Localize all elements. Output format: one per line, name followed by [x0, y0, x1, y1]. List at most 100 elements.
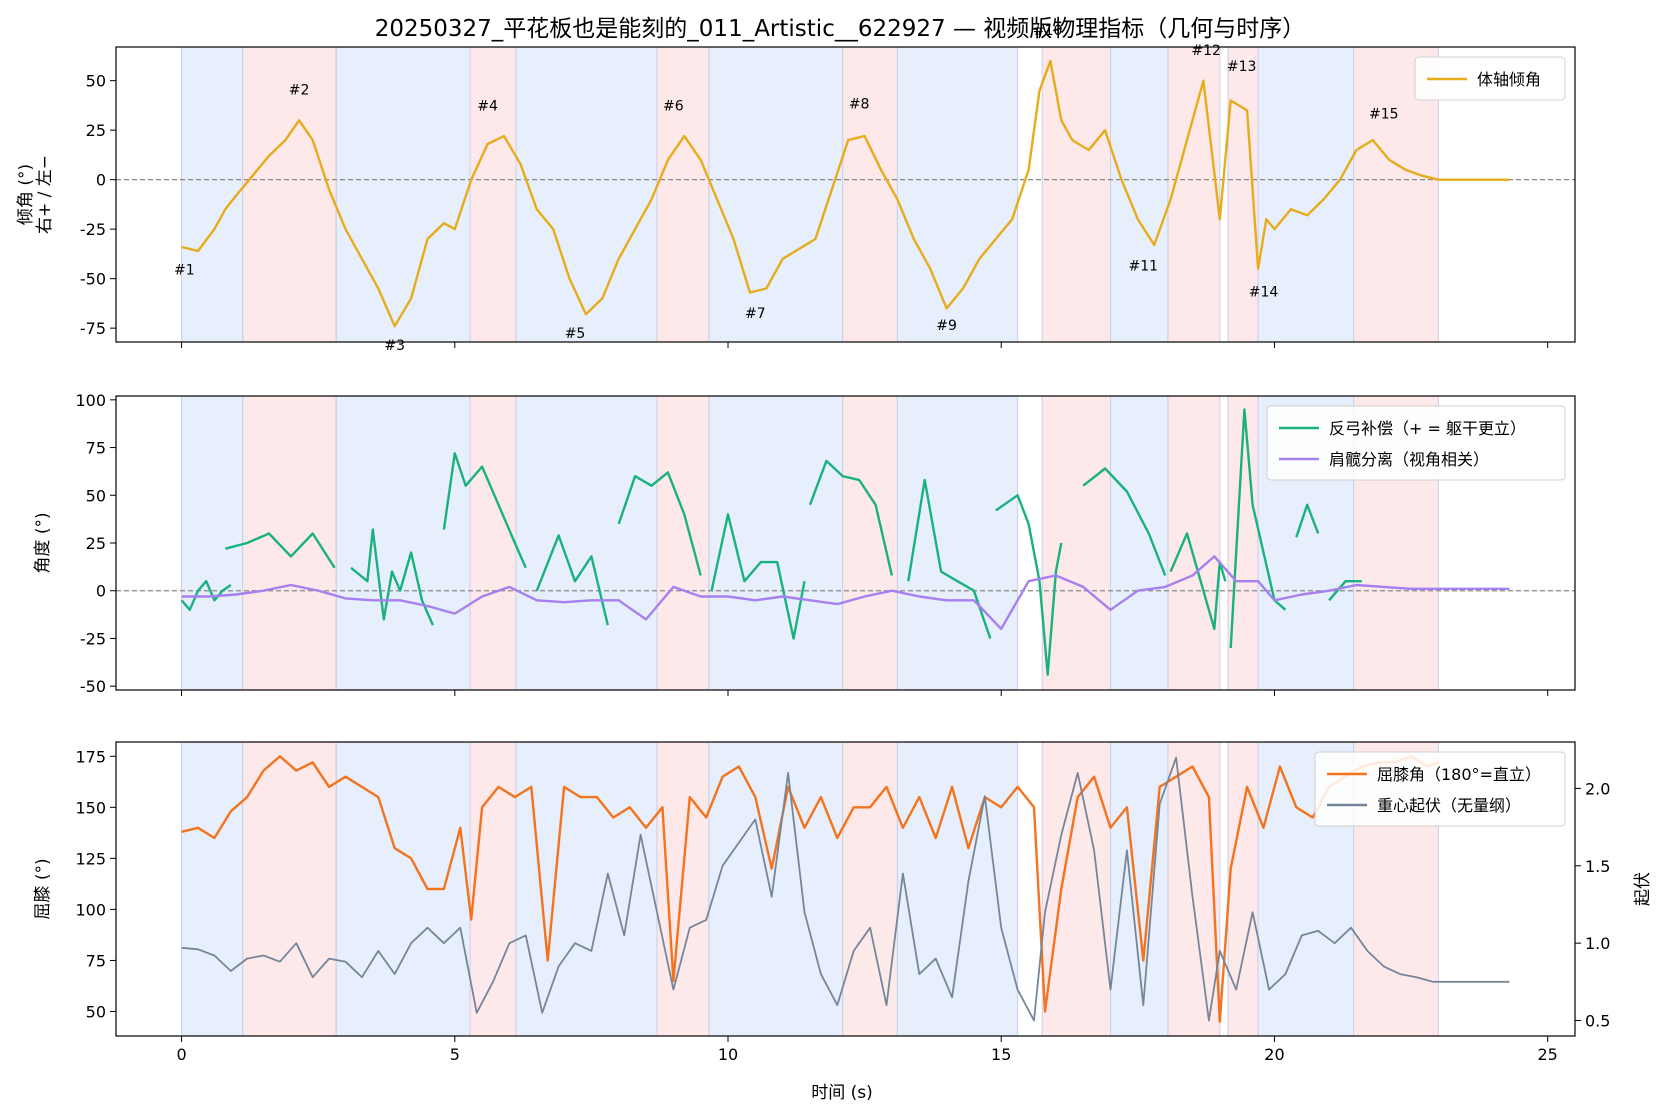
phase-band: [1228, 742, 1259, 1036]
peak-label: #9: [936, 318, 957, 334]
y-right-tick-label: 0.5: [1585, 1012, 1610, 1031]
peak-label: #12: [1191, 43, 1221, 59]
phase-band: [515, 396, 657, 690]
phase-band: [1167, 47, 1220, 342]
series-line: [1229, 408, 1287, 649]
x-axis-label: 时间 (s): [811, 1083, 873, 1103]
legend-entry: 反弓补偿（+ = 躯干更立）: [1329, 419, 1526, 438]
legend-entry: 重心起伏（无量纲）: [1377, 796, 1521, 815]
legend-box: [1414, 56, 1566, 101]
peak-label: #2: [289, 83, 310, 99]
legend-entry: 屈膝角（180°=直立）: [1377, 765, 1541, 784]
peak-label: #5: [565, 326, 586, 342]
phase-band: [1167, 742, 1220, 1036]
y-tick-label: 50: [86, 1003, 106, 1022]
x-tick-label: 20: [1264, 1045, 1284, 1064]
x-tick-label: 15: [991, 1045, 1011, 1064]
series-line: [1082, 467, 1167, 576]
y-axis-label: 倾角 (°): [16, 164, 36, 225]
peak-label: #13: [1227, 59, 1257, 75]
peak-label: #1: [174, 263, 195, 279]
legend: 屈膝角（180°=直立） 重心起伏（无量纲）: [1314, 751, 1566, 827]
phase-band: [515, 742, 657, 1036]
peak-label: #15: [1369, 106, 1399, 122]
peak-label: #10: [1033, 23, 1063, 39]
x-tick-label: 10: [718, 1045, 738, 1064]
y-tick-label: 50: [86, 72, 106, 91]
x-tick-label: 25: [1537, 1045, 1557, 1064]
y-tick-label: 150: [75, 798, 106, 817]
y-tick-label: 0: [96, 582, 106, 601]
legend-entry: 体轴倾角: [1477, 70, 1541, 89]
series-line: [808, 459, 894, 576]
phase-band: [842, 47, 898, 342]
peak-label: #8: [849, 96, 870, 112]
legend: 反弓补偿（+ = 躯干更立） 肩髋分离（视角相关）: [1266, 405, 1566, 481]
legend: 体轴倾角: [1414, 56, 1566, 101]
panel-knee: 0 5 10 15 20 25 50 75 100 125 150 175 0.5 1.0 1.5 2.0 起伏…: [33, 741, 1653, 1064]
phase-band: [842, 742, 898, 1036]
y-axis-label: 右+ / 左−: [35, 155, 55, 234]
peak-label: #7: [745, 306, 766, 322]
legend-box: [1266, 405, 1566, 481]
y-axis-label: 屈膝 (°): [33, 858, 53, 919]
peak-label: #14: [1249, 284, 1279, 300]
phase-band: [181, 396, 243, 690]
phase-band: [1042, 47, 1111, 342]
x-tick-label: 0: [176, 1045, 186, 1064]
series-line: [224, 532, 336, 569]
y-tick-label: 75: [86, 951, 106, 970]
phase-band: [242, 47, 337, 342]
phase-band: [1258, 47, 1354, 342]
y-tick-label: 100: [75, 391, 106, 410]
phase-band: [336, 47, 471, 342]
peak-label: #3: [384, 338, 405, 354]
series-line: [535, 534, 609, 626]
phase-band: [181, 742, 243, 1036]
phase-band: [336, 742, 471, 1036]
series-line: [181, 755, 1439, 1023]
phase-band: [842, 396, 898, 690]
y-tick-label: 25: [86, 121, 106, 140]
phase-band: [656, 396, 709, 690]
phase-band: [897, 742, 1018, 1036]
panel-angles: -50 -25 0 25 50 75 100 角度 (°) 反弓补偿（+ = 躯干更立） 肩髋分离…: [33, 391, 1576, 696]
series-line: [350, 528, 434, 626]
y-right-axis-label: 起伏: [1633, 872, 1653, 906]
phase-band: [708, 396, 843, 690]
phase-band: [1167, 396, 1220, 690]
phase-band: [242, 742, 337, 1036]
phase-band: [1042, 396, 1111, 690]
y-tick-label: 50: [86, 486, 106, 505]
series-line: [442, 452, 527, 569]
phase-band: [1110, 47, 1168, 342]
y-tick-label: -25: [80, 629, 106, 648]
phase-band: [708, 47, 843, 342]
series-line: [181, 756, 1510, 1022]
phase-band: [897, 396, 1018, 690]
chart-title: 20250327_平花板也是能刻的_011_Artistic__622927 —…: [375, 16, 1306, 42]
y-tick-label: 75: [86, 439, 106, 458]
series-line: [180, 580, 232, 611]
peak-label: #4: [477, 98, 498, 114]
y-right-tick-label: 1.5: [1585, 857, 1610, 876]
panel-tilt: #1 #2 #3 #4 #5 #6 #7 #8 #9 #10 #11 #12 #13 #14 #15 -75 -…: [16, 23, 1576, 354]
series-line: [710, 513, 806, 640]
phase-band: [336, 396, 471, 690]
series-line: [907, 478, 992, 639]
peak-label: #11: [1129, 259, 1159, 275]
y-tick-label: 0: [96, 171, 106, 190]
x-tick-label: 5: [450, 1045, 460, 1064]
series-line: [617, 471, 702, 576]
y-tick-label: -50: [80, 270, 106, 289]
phase-band: [470, 396, 516, 690]
phase-band: [470, 47, 516, 342]
y-tick-label: -50: [80, 677, 106, 696]
axes-frame: [115, 46, 1576, 343]
series-line: [181, 555, 1510, 631]
y-right-tick-label: 2.0: [1585, 779, 1610, 798]
legend-box: [1314, 751, 1566, 827]
peak-label: #6: [663, 98, 684, 114]
phase-band: [242, 396, 337, 690]
